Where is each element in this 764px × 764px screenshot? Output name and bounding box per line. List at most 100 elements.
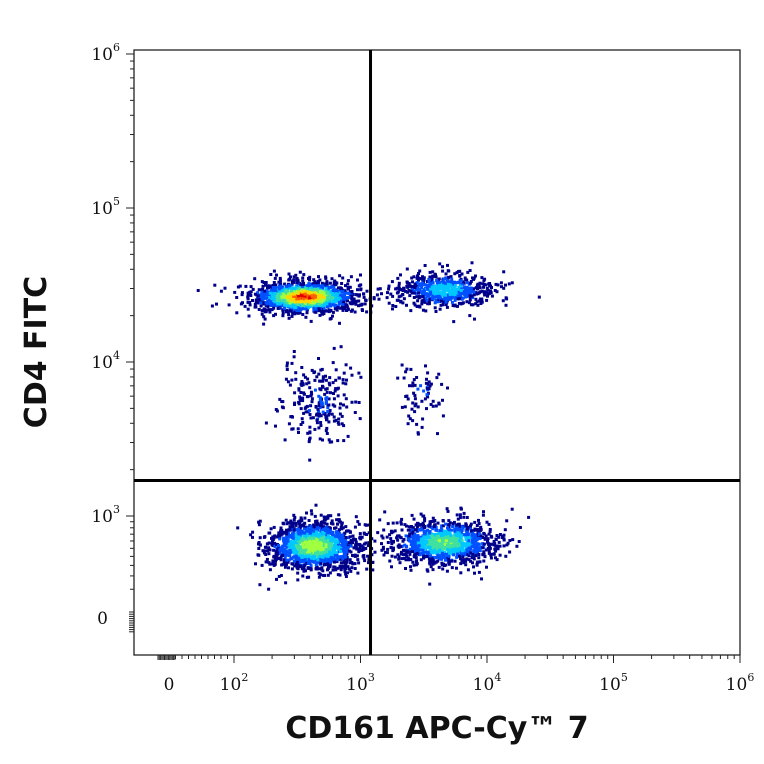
event-dot (501, 299, 505, 303)
event-dot (439, 286, 443, 290)
event-dot (361, 546, 365, 550)
event-dot (450, 292, 454, 296)
event-dot (444, 552, 448, 556)
event-dot (452, 553, 456, 557)
event-dot (321, 551, 325, 555)
event-dot (276, 548, 280, 552)
event-dot (331, 314, 334, 318)
event-dot (285, 530, 289, 534)
event-dot (450, 559, 454, 563)
event-dot (486, 541, 490, 545)
event-dot (354, 293, 358, 297)
event-dot (271, 286, 275, 289)
event-dot (334, 378, 338, 382)
event-dot (317, 414, 321, 418)
event-dot (320, 559, 323, 563)
event-dot (446, 540, 450, 544)
event-dot (420, 286, 424, 290)
event-dot (292, 521, 296, 525)
event-dot (334, 542, 337, 546)
event-dot (350, 297, 354, 301)
event-dot (291, 415, 294, 419)
event-dot (324, 542, 328, 546)
event-dot (306, 302, 310, 306)
event-dot (397, 284, 401, 288)
event-dot (272, 525, 276, 529)
event-dot (249, 294, 253, 297)
event-dot (442, 562, 445, 566)
event-dot (453, 532, 457, 536)
event-dot (315, 523, 319, 527)
event-dot (286, 310, 290, 314)
event-dot (273, 276, 277, 280)
event-dot (474, 548, 478, 552)
event-dot (482, 285, 485, 289)
event-dot (362, 295, 366, 299)
event-dot (341, 308, 345, 312)
event-dot (365, 533, 369, 536)
event-dot (414, 556, 418, 560)
event-dot (248, 301, 252, 304)
event-dot (475, 562, 479, 566)
event-dot (305, 311, 309, 315)
event-dot (474, 539, 478, 543)
event-dot (399, 294, 403, 298)
event-dot (413, 383, 417, 387)
event-dot (285, 302, 289, 306)
event-dot (336, 421, 340, 424)
event-dot (421, 308, 425, 312)
event-dot (260, 312, 264, 316)
event-dot (309, 509, 313, 513)
event-dot (331, 568, 335, 572)
event-dot (476, 560, 480, 564)
event-dot (420, 542, 424, 545)
event-dot (264, 281, 268, 284)
event-dot (346, 565, 350, 569)
event-dot (327, 403, 331, 407)
event-dot (287, 283, 291, 287)
event-dot (435, 285, 438, 289)
event-dot (316, 543, 320, 547)
event-dot (429, 565, 433, 569)
event-dot (339, 299, 343, 303)
event-dot (487, 542, 491, 546)
event-dot (396, 376, 400, 380)
event-dot (315, 421, 319, 425)
event-dot (441, 265, 444, 269)
event-dot (448, 531, 452, 535)
event-dot (405, 544, 409, 548)
event-dot (471, 276, 474, 280)
event-dot (404, 289, 408, 293)
event-dot (438, 300, 442, 303)
event-dot (440, 544, 444, 548)
event-dot (420, 290, 424, 294)
event-dot (331, 361, 335, 365)
event-dot (357, 304, 360, 308)
event-dot (396, 276, 400, 280)
event-dot (317, 275, 320, 279)
event-dot (317, 535, 321, 539)
event-dot (317, 299, 320, 303)
event-dot (300, 303, 304, 307)
event-dot (260, 563, 264, 567)
event-dot (345, 309, 348, 312)
event-dot (486, 537, 490, 541)
event-dot (344, 562, 348, 566)
event-dot (329, 532, 333, 536)
event-dot (455, 271, 459, 275)
event-dot (294, 552, 298, 556)
event-dot (307, 440, 311, 444)
event-dot (318, 399, 322, 403)
event-dot (400, 363, 404, 367)
event-dot (468, 269, 472, 272)
event-dot (468, 296, 472, 300)
event-dot (471, 529, 475, 533)
event-dot (302, 527, 306, 531)
event-dot (308, 430, 312, 434)
event-dot (409, 568, 413, 572)
event-dot (397, 555, 401, 559)
event-dot (468, 291, 472, 295)
event-dot (310, 368, 314, 372)
event-dot (407, 282, 411, 285)
event-dot (422, 554, 426, 558)
